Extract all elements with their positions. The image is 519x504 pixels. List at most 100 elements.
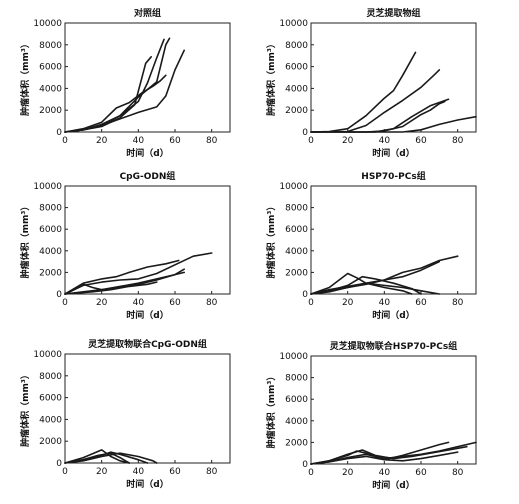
y-tick-label: 10000 <box>33 182 62 192</box>
y-tick-label: 0 <box>56 459 62 469</box>
y-tick-label: 4000 <box>285 417 308 427</box>
y-tick-label: 8000 <box>39 41 62 51</box>
y-tick-label: 8000 <box>285 374 308 384</box>
y-axis-label: 肿瘤体积（mm³） <box>265 372 277 449</box>
chart-title: 灵芝提取物联合HSP70-PCs组 <box>329 340 457 352</box>
series-line-4 <box>64 271 185 295</box>
y-tick-label: 2000 <box>285 106 308 116</box>
x-tick-label: 60 <box>169 136 181 146</box>
plot-frame <box>64 353 231 464</box>
y-tick-label: 6000 <box>39 225 62 235</box>
series-line-1 <box>310 51 417 133</box>
y-tick-label: 8000 <box>285 41 308 51</box>
chart-panel-3: CpG-ODN组 0 20 40 60 80 0 2000 4000 6000 8000 10000 时… <box>19 170 231 321</box>
x-tick-label: 0 <box>308 136 314 146</box>
y-tick-label: 2000 <box>285 438 308 448</box>
chart-panel-5: 灵芝提取物联合CpG-ODN组 0 20 40 60 80 0 2000 4000 6000 800… <box>19 338 231 490</box>
series-line-4 <box>310 275 422 295</box>
series-line-2 <box>64 259 180 295</box>
x-tick-label: 40 <box>133 467 145 477</box>
y-tick-label: 0 <box>302 290 308 300</box>
x-tick-label: 0 <box>62 136 68 146</box>
y-tick-label: 4000 <box>285 247 308 257</box>
chart-title: HSP70-PCs组 <box>361 170 425 182</box>
y-tick-label: 8000 <box>285 204 308 214</box>
y-tick-label: 6000 <box>285 63 308 73</box>
plot-frame <box>310 22 477 133</box>
y-tick-label: 10000 <box>279 182 308 192</box>
series-line-4 <box>64 452 130 464</box>
x-tick-label: 40 <box>133 136 145 146</box>
y-tick-label: 6000 <box>285 395 308 405</box>
x-tick-label: 80 <box>452 298 464 308</box>
y-axis-label: 肿瘤体积（mm³） <box>19 39 31 116</box>
y-tick-label: 0 <box>56 128 62 138</box>
y-tick-label: 10000 <box>33 350 62 360</box>
y-tick-label: 6000 <box>39 63 62 73</box>
y-axis-label: 肿瘤体积（mm³） <box>265 39 277 116</box>
series-line-4 <box>310 451 459 465</box>
x-tick-label: 80 <box>452 468 464 478</box>
y-tick-label: 2000 <box>39 106 62 116</box>
x-tick-label: 60 <box>169 467 181 477</box>
chart-title: 对照组 <box>134 7 161 19</box>
y-tick-label: 0 <box>302 128 308 138</box>
y-tick-label: 2000 <box>39 437 62 447</box>
x-tick-label: 20 <box>342 298 354 308</box>
series-line-3 <box>64 268 185 295</box>
chart-title: CpG-ODN组 <box>120 170 176 182</box>
x-tick-label: 0 <box>308 468 314 478</box>
x-axis-label: 时间（d） <box>372 479 414 491</box>
y-tick-label: 4000 <box>285 84 308 94</box>
y-tick-label: 6000 <box>39 394 62 404</box>
chart-panel-4: HSP70-PCs组 0 20 40 60 80 0 2000 4000 6000 8000 1000… <box>265 170 477 321</box>
series-line-5 <box>64 281 158 295</box>
x-tick-label: 40 <box>379 136 391 146</box>
x-tick-label: 80 <box>206 136 218 146</box>
x-tick-label: 0 <box>62 298 68 308</box>
y-tick-label: 6000 <box>285 225 308 235</box>
y-tick-label: 4000 <box>39 415 62 425</box>
chart-title: 灵芝提取物联合CpG-ODN组 <box>87 338 207 350</box>
series-line-5 <box>310 115 477 133</box>
y-axis-label: 肿瘤体积（mm³） <box>265 202 277 279</box>
y-tick-label: 10000 <box>279 352 308 362</box>
y-tick-label: 8000 <box>39 204 62 214</box>
x-tick-label: 60 <box>415 136 427 146</box>
x-tick-label: 80 <box>452 136 464 146</box>
y-tick-label: 4000 <box>39 247 62 257</box>
y-tick-label: 4000 <box>39 84 62 94</box>
x-axis-label: 时间（d） <box>126 309 168 321</box>
series-line-1 <box>310 255 459 295</box>
y-axis-label: 肿瘤体积（mm³） <box>19 202 31 279</box>
series-line-3 <box>64 452 158 464</box>
plot-frame <box>64 185 231 295</box>
x-tick-label: 60 <box>169 298 181 308</box>
x-tick-label: 80 <box>206 298 218 308</box>
y-tick-label: 0 <box>56 290 62 300</box>
plot-frame <box>310 355 477 465</box>
x-axis-label: 时间（d） <box>126 478 168 490</box>
x-tick-label: 40 <box>133 298 145 308</box>
x-tick-label: 20 <box>342 136 354 146</box>
plot-frame <box>64 22 231 133</box>
x-tick-label: 80 <box>206 467 218 477</box>
chart-panel-2: 灵芝提取物组 0 20 40 60 80 0 2000 4000 6000 8000 10000 时间（… <box>265 7 477 159</box>
x-tick-label: 40 <box>379 468 391 478</box>
series-line-5 <box>64 49 185 133</box>
plot-frame <box>310 185 477 295</box>
x-tick-label: 60 <box>415 298 427 308</box>
series-line-5 <box>310 282 441 295</box>
x-tick-label: 0 <box>62 467 68 477</box>
chart-title: 灵芝提取物组 <box>365 7 420 19</box>
y-axis-label: 肿瘤体积（mm³） <box>19 370 31 447</box>
series-line-1 <box>64 252 213 295</box>
x-tick-label: 20 <box>96 298 108 308</box>
y-tick-label: 10000 <box>33 19 62 29</box>
x-axis-label: 时间（d） <box>372 147 414 159</box>
x-tick-label: 20 <box>96 136 108 146</box>
series-line-3 <box>310 445 468 465</box>
chart-panel-1: 对照组 0 20 40 60 80 0 2000 4000 6000 8000 10000 时间（d） 肿… <box>19 7 231 159</box>
x-tick-label: 60 <box>415 468 427 478</box>
